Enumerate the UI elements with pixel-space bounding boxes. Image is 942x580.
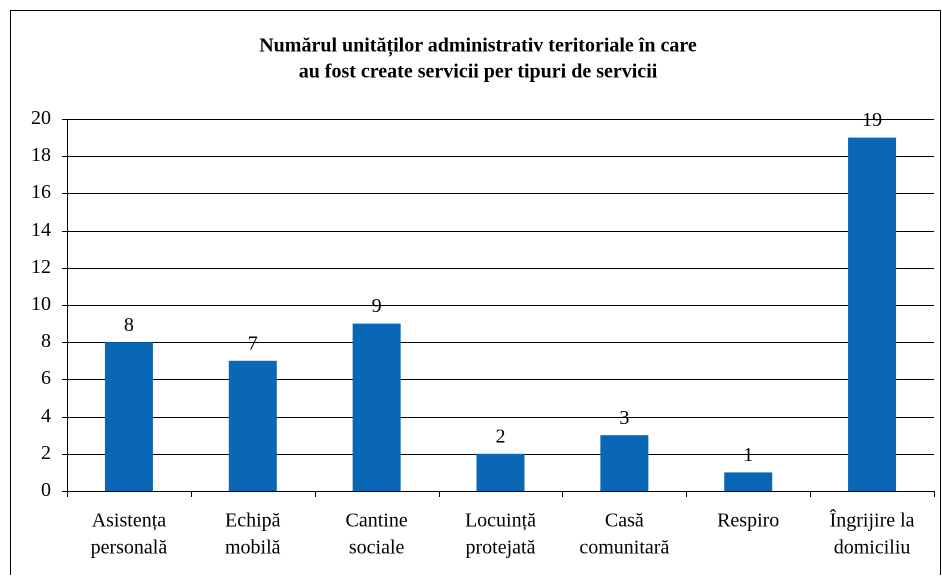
bar bbox=[228, 360, 277, 491]
x-tick-label: domiciliu bbox=[834, 537, 911, 559]
y-tick-label: 14 bbox=[31, 219, 51, 241]
data-label: 7 bbox=[248, 332, 258, 354]
y-tick-label: 18 bbox=[31, 144, 51, 166]
x-tick-label: Asistența bbox=[92, 510, 167, 532]
bar bbox=[476, 453, 525, 491]
y-tick-label: 0 bbox=[41, 479, 51, 501]
x-tick-label: sociale bbox=[349, 537, 405, 559]
x-tick-label: Respiro bbox=[717, 510, 779, 532]
y-tick-label: 16 bbox=[31, 181, 51, 203]
data-label: 2 bbox=[496, 425, 506, 447]
bar bbox=[104, 342, 153, 491]
y-tick-label: 6 bbox=[41, 367, 51, 389]
x-tick-label: Cantine bbox=[346, 510, 408, 532]
chart-border bbox=[10, 10, 941, 580]
x-tick-label: protejată bbox=[466, 537, 536, 559]
bar bbox=[600, 435, 649, 491]
data-label: 19 bbox=[862, 109, 882, 131]
x-tick-label: personală bbox=[91, 537, 168, 559]
x-tick-label: Echipă bbox=[225, 510, 281, 532]
data-label: 9 bbox=[372, 295, 382, 317]
x-tick-label: Locuință bbox=[465, 510, 536, 532]
y-tick-label: 2 bbox=[41, 442, 51, 464]
x-tick-label: comunitară bbox=[579, 537, 669, 559]
bar bbox=[352, 323, 401, 491]
data-label: 8 bbox=[124, 314, 134, 336]
y-tick-label: 10 bbox=[31, 293, 51, 315]
y-tick-label: 12 bbox=[31, 256, 51, 278]
x-tick-label: Casă bbox=[605, 510, 644, 532]
bar bbox=[724, 472, 773, 491]
chart-title: Numărul unităților administrativ teritor… bbox=[259, 35, 697, 58]
data-label: 1 bbox=[743, 444, 753, 466]
bar bbox=[848, 137, 897, 491]
chart-title: au fost create servicii per tipuri de se… bbox=[299, 61, 658, 83]
data-label: 3 bbox=[619, 407, 629, 429]
x-tick-label: Îngrijire la bbox=[830, 509, 915, 532]
y-tick-label: 20 bbox=[31, 107, 51, 129]
y-tick-label: 4 bbox=[41, 405, 51, 427]
y-tick-label: 8 bbox=[41, 330, 51, 352]
x-tick-label: mobilă bbox=[225, 537, 281, 559]
